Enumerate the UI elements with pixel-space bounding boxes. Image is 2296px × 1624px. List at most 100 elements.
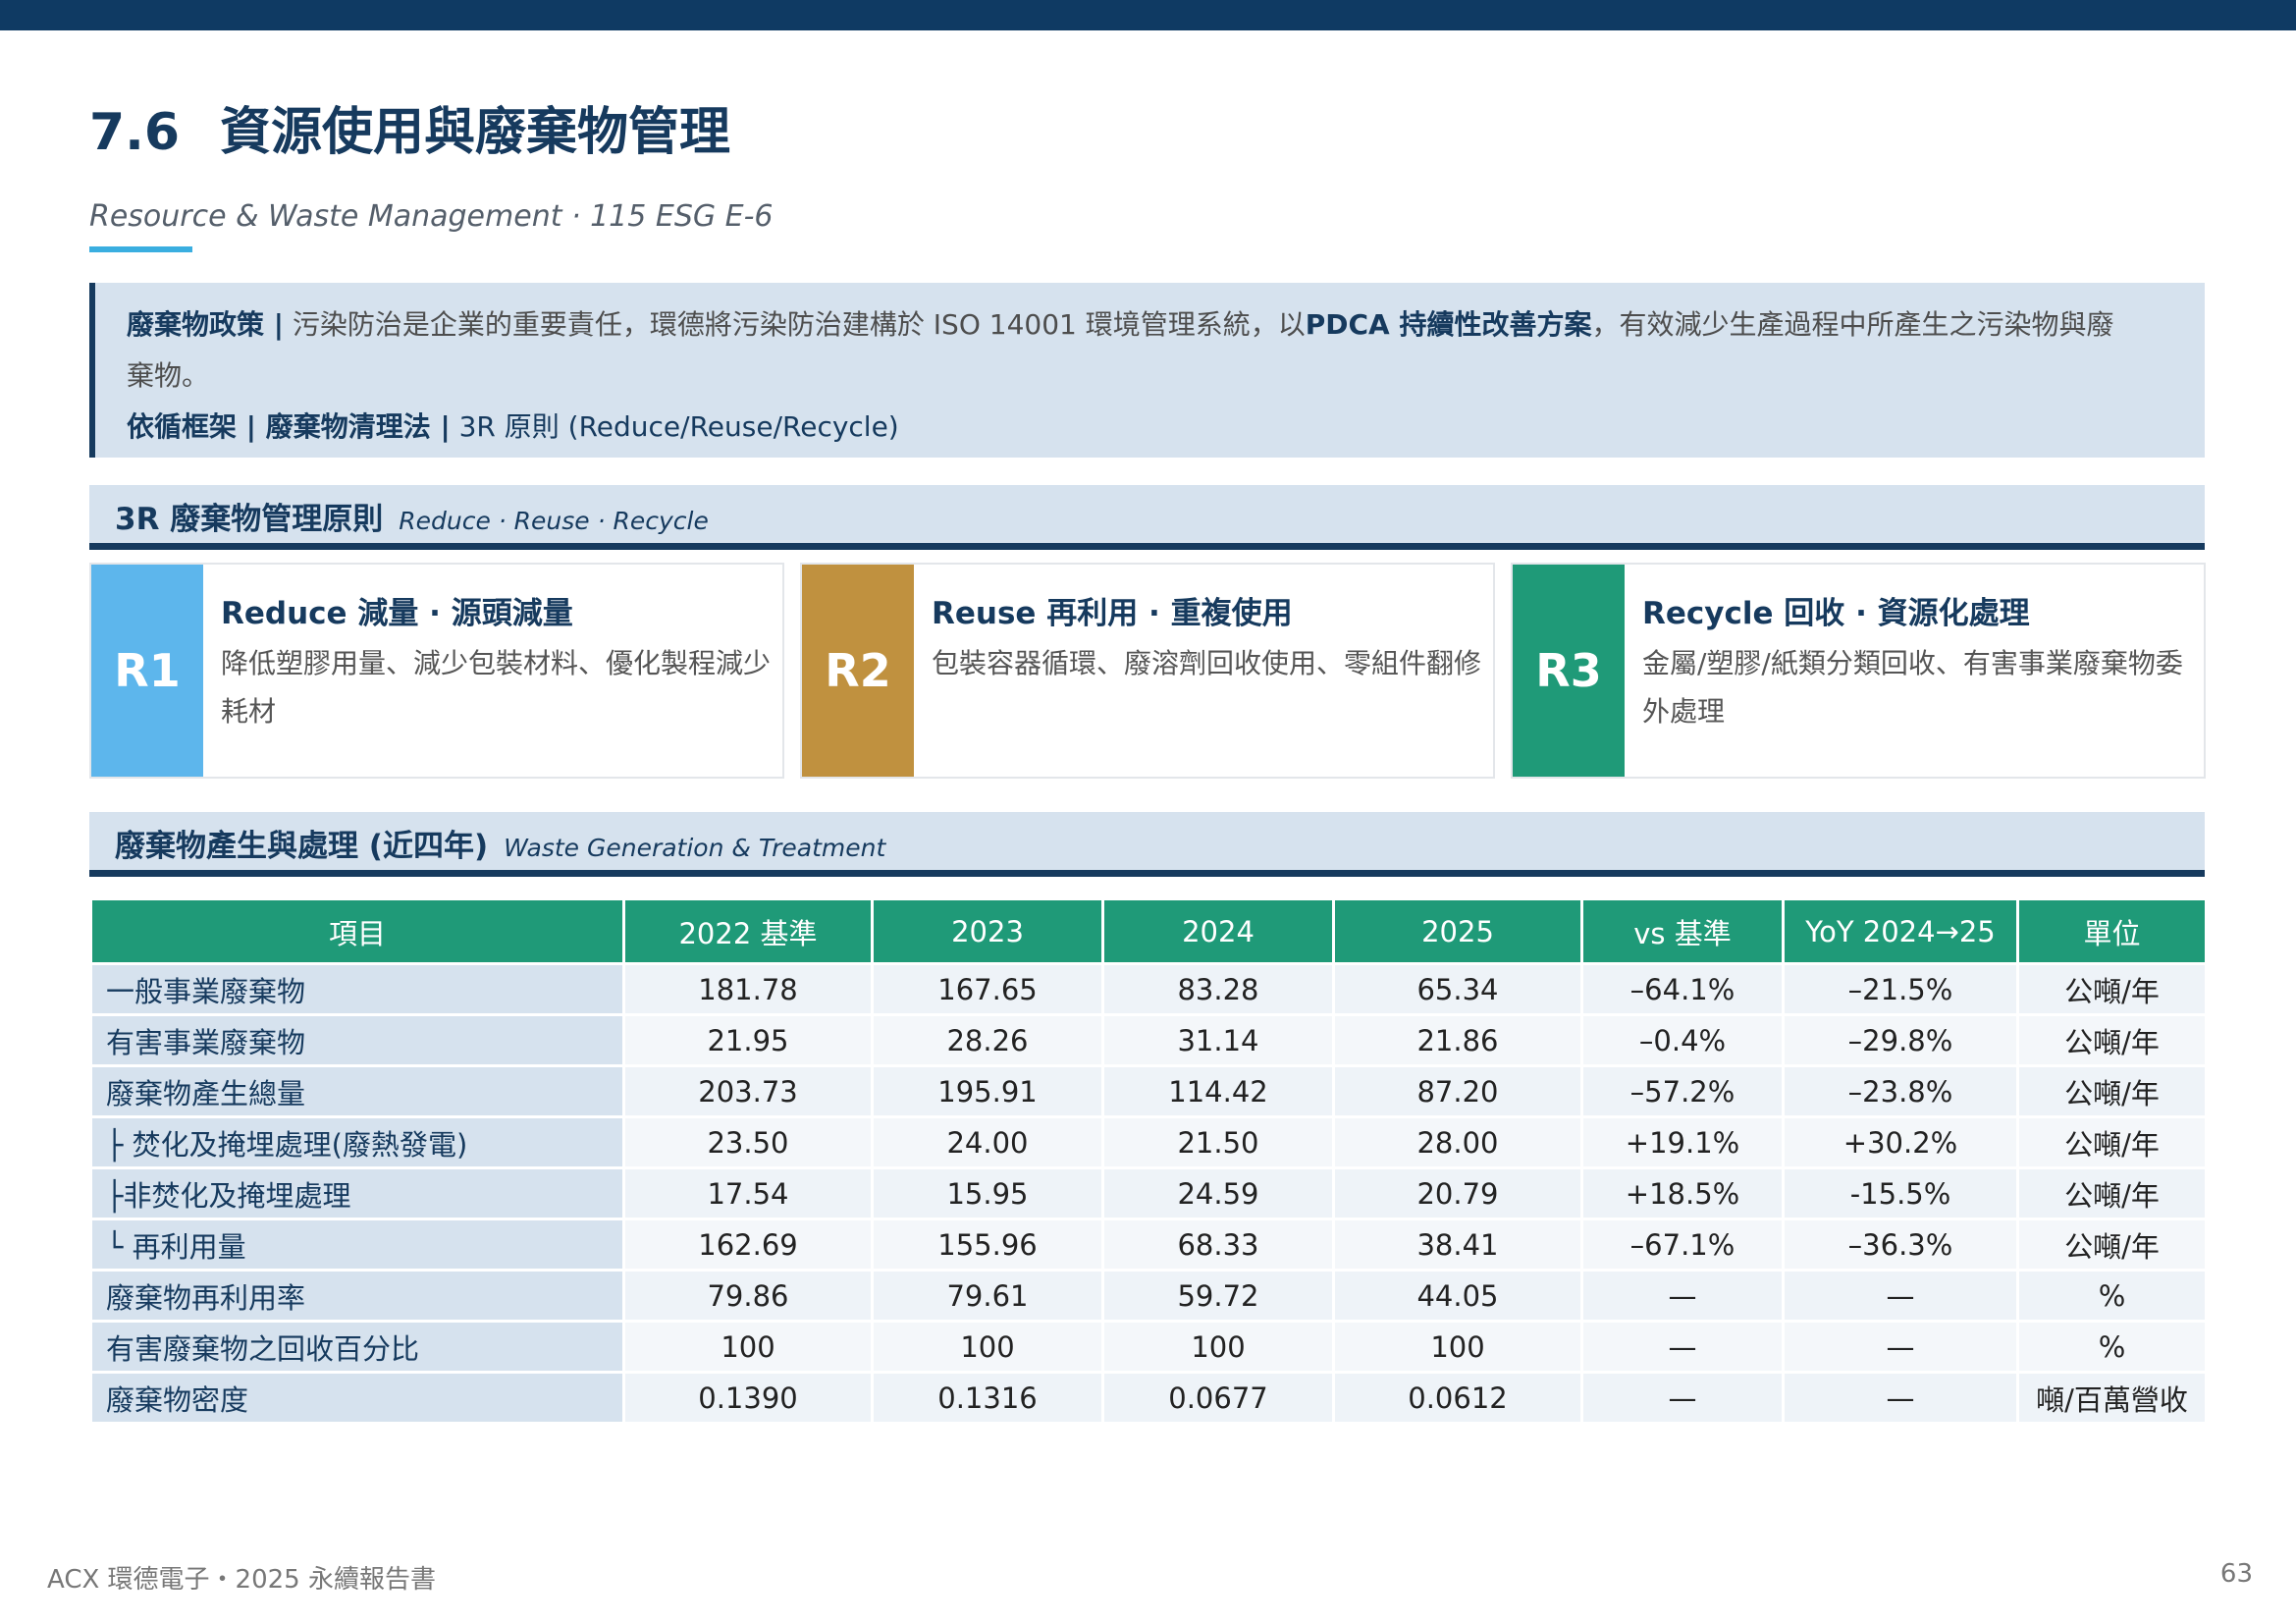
section-header-table: 廢棄物產生與處理 (近四年) Waste Generation & Treatme…: [89, 812, 2205, 877]
policy-text-a: 污染防治是企業的重要責任，環德將污染防治建構於 ISO 14001 環境管理系統…: [283, 308, 1306, 341]
card-tag-r3: R3: [1513, 565, 1625, 777]
section-subtitle-3r: Reduce · Reuse · Recycle: [399, 507, 709, 535]
table-cell: 15.95: [874, 1169, 1101, 1218]
framework-label: 依循框架 | 廢棄物清理法 |: [127, 410, 451, 443]
column-header: 項目: [92, 900, 622, 962]
policy-line-2: 棄物。: [127, 359, 210, 392]
table-cell: –67.1%: [1583, 1220, 1782, 1269]
table-cell: —: [1583, 1272, 1782, 1320]
table-cell: 21.50: [1104, 1118, 1332, 1166]
page-subtitle: Resource & Waste Management · 115 ESG E-…: [89, 199, 774, 234]
table-row: 廢棄物再利用率 79.86 79.61 59.72 44.05 — — %: [92, 1272, 2205, 1320]
card-description: 包裝容器循環、廢溶劑回收使用、零組件翻修: [932, 647, 1482, 679]
table-cell: 公噸/年: [2019, 1118, 2205, 1166]
row-label: ├非焚化及掩埋處理: [92, 1169, 622, 1218]
policy-line-1: 廢棄物政策 | 污染防治是企業的重要責任，環德將污染防治建構於 ISO 1400…: [127, 299, 2205, 351]
table-cell: –36.3%: [1785, 1220, 2016, 1269]
table-cell: 79.61: [874, 1272, 1101, 1320]
table-cell: 20.79: [1335, 1169, 1580, 1218]
section-title-3r: 3R 廢棄物管理原則: [115, 502, 384, 537]
policy-box: 廢棄物政策 | 污染防治是企業的重要責任，環德將污染防治建構於 ISO 1400…: [89, 283, 2205, 458]
table-cell: 59.72: [1104, 1272, 1332, 1320]
card-description: 降低塑膠用量、減少包裝材料、優化製程減少耗材: [221, 647, 772, 728]
table-cell: –0.4%: [1583, 1016, 1782, 1064]
table-cell: —: [1785, 1323, 2016, 1371]
section-title: 資源使用與廢棄物管理: [220, 103, 731, 162]
table-cell: 38.41: [1335, 1220, 1580, 1269]
table-row: 有害廢棄物之回收百分比 100 100 100 100 — — %: [92, 1323, 2205, 1371]
table-cell: 68.33: [1104, 1220, 1332, 1269]
column-header: 2022 基準: [625, 900, 871, 962]
card-title: Reuse 再利用 · 重複使用: [932, 596, 1293, 631]
column-header: 單位: [2019, 900, 2205, 962]
table-header-row: 項目 2022 基準 2023 2024 2025 vs 基準 YoY 2024…: [92, 900, 2205, 962]
table-cell: 100: [1104, 1323, 1332, 1371]
table-cell: –29.8%: [1785, 1016, 2016, 1064]
framework-value: 3R 原則 (Reduce/Reuse/Recycle): [450, 410, 899, 443]
column-header: 2023: [874, 900, 1101, 962]
row-label: 一般事業廢棄物: [92, 965, 622, 1013]
table-row: 一般事業廢棄物 181.78 167.65 83.28 65.34 –64.1%…: [92, 965, 2205, 1013]
table-cell: 87.20: [1335, 1067, 1580, 1115]
table-cell: –57.2%: [1583, 1067, 1782, 1115]
table-cell: –21.5%: [1785, 965, 2016, 1013]
card-reduce: R1 Reduce 減量 · 源頭減量 降低塑膠用量、減少包裝材料、優化製程減少…: [89, 563, 784, 779]
table-cell: 65.34: [1335, 965, 1580, 1013]
column-header: 2024: [1104, 900, 1332, 962]
table-cell: —: [1785, 1374, 2016, 1422]
table-cell: 44.05: [1335, 1272, 1580, 1320]
table-cell: 17.54: [625, 1169, 871, 1218]
table-cell: 162.69: [625, 1220, 871, 1269]
table-cell: 155.96: [874, 1220, 1101, 1269]
top-bar: [0, 0, 2296, 30]
table-cell: 28.26: [874, 1016, 1101, 1064]
table-cell: 公噸/年: [2019, 965, 2205, 1013]
row-label: ├ 焚化及掩埋處理(廢熱發電): [92, 1118, 622, 1166]
table-cell: —: [1583, 1323, 1782, 1371]
table-row: ├非焚化及掩埋處理 17.54 15.95 24.59 20.79 +18.5%…: [92, 1169, 2205, 1218]
table-cell: 0.0677: [1104, 1374, 1332, 1422]
table-cell: –64.1%: [1583, 965, 1782, 1013]
table-row: 有害事業廢棄物 21.95 28.26 31.14 21.86 –0.4% –2…: [92, 1016, 2205, 1064]
table-cell: -15.5%: [1785, 1169, 2016, 1218]
row-label: 廢棄物密度: [92, 1374, 622, 1422]
section-title-table: 廢棄物產生與處理 (近四年): [115, 829, 489, 864]
page-title: 7.6 資源使用與廢棄物管理: [89, 90, 730, 164]
table-cell: 28.00: [1335, 1118, 1580, 1166]
table-cell: +30.2%: [1785, 1118, 2016, 1166]
table-cell: 79.86: [625, 1272, 871, 1320]
section-number: 7.6: [89, 103, 181, 162]
table-cell: 24.00: [874, 1118, 1101, 1166]
table-cell: 0.1316: [874, 1374, 1101, 1422]
table-cell: 0.0612: [1335, 1374, 1580, 1422]
table-cell: %: [2019, 1323, 2205, 1371]
table-cell: 公噸/年: [2019, 1220, 2205, 1269]
table-row: └ 再利用量 162.69 155.96 68.33 38.41 –67.1% …: [92, 1220, 2205, 1269]
table-cell: 100: [874, 1323, 1101, 1371]
table-cell: 114.42: [1104, 1067, 1332, 1115]
section-header-3r: 3R 廢棄物管理原則 Reduce · Reuse · Recycle: [89, 485, 2205, 550]
row-label: 廢棄物再利用率: [92, 1272, 622, 1320]
table-cell: —: [1785, 1272, 2016, 1320]
waste-table: 項目 2022 基準 2023 2024 2025 vs 基準 YoY 2024…: [89, 897, 2208, 1425]
table-cell: 公噸/年: [2019, 1169, 2205, 1218]
policy-text-b: ，有效減少生產過程中所產生之污染物與廢: [1591, 308, 2114, 341]
table-cell: 181.78: [625, 965, 871, 1013]
table-cell: 24.59: [1104, 1169, 1332, 1218]
table-row: 廢棄物密度 0.1390 0.1316 0.0677 0.0612 — — 噸/…: [92, 1374, 2205, 1422]
card-title: Recycle 回收 · 資源化處理: [1642, 596, 2030, 631]
card-description: 金屬/塑膠/紙類分類回收、有害事業廢棄物委外處理: [1642, 647, 2183, 728]
footer-text: ACX 環德電子・2025 永續報告書: [47, 1565, 436, 1595]
table-cell: +18.5%: [1583, 1169, 1782, 1218]
table-cell: 100: [1335, 1323, 1580, 1371]
table-cell: 100: [625, 1323, 871, 1371]
table-cell: 公噸/年: [2019, 1067, 2205, 1115]
table-cell: 203.73: [625, 1067, 871, 1115]
table-cell: 21.86: [1335, 1016, 1580, 1064]
column-header: vs 基準: [1583, 900, 1782, 962]
table-cell: –23.8%: [1785, 1067, 2016, 1115]
column-header: YoY 2024→25: [1785, 900, 2016, 962]
table-cell: 21.95: [625, 1016, 871, 1064]
row-label: └ 再利用量: [92, 1220, 622, 1269]
card-tag-r1: R1: [91, 565, 203, 777]
